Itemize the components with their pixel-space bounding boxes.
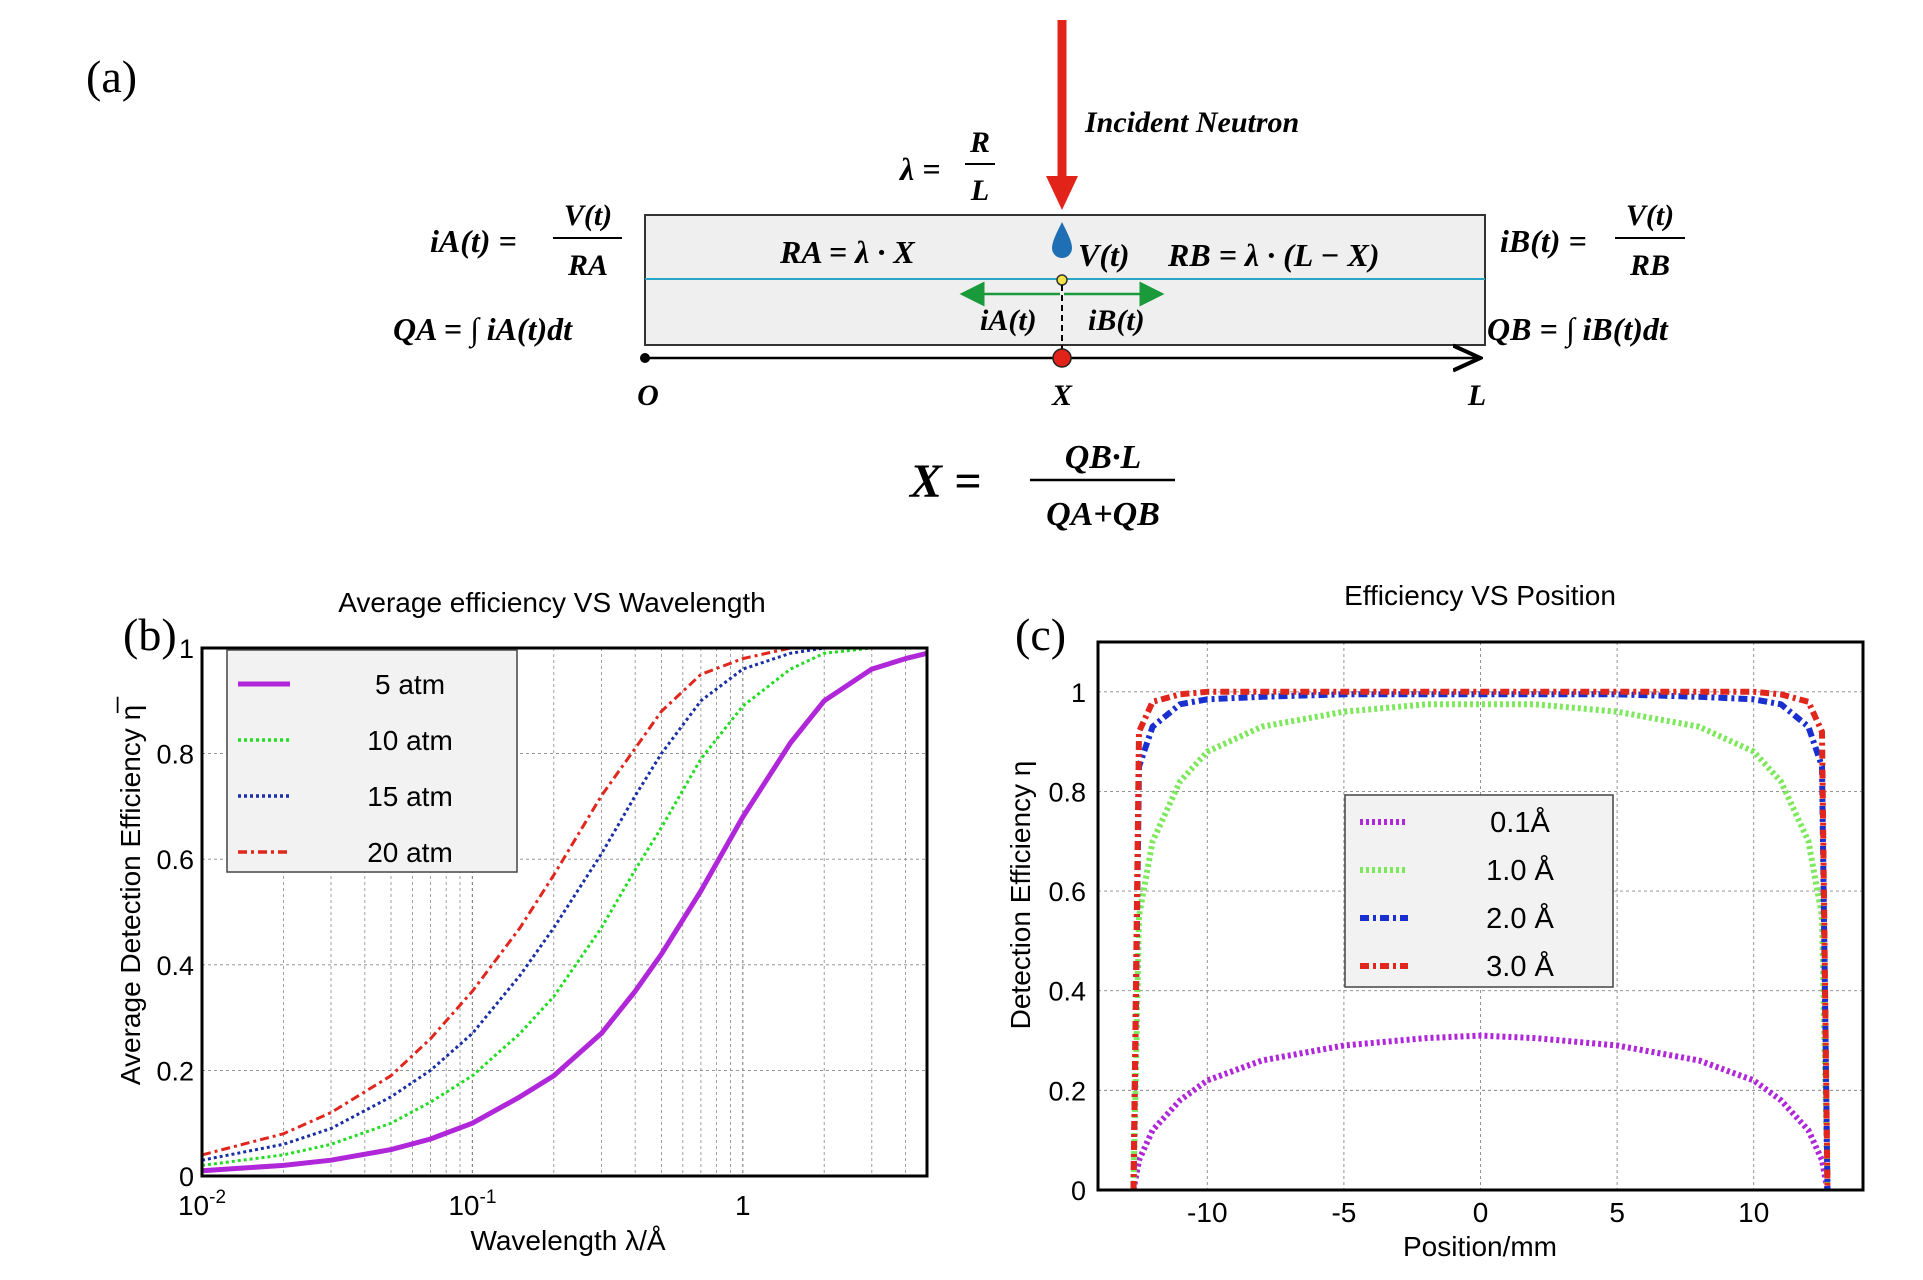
chart-c-legend-box — [1344, 794, 1614, 988]
chart-b-legend-box — [226, 649, 518, 873]
chart-c-y-tick-label: 0.2 — [1048, 1076, 1086, 1106]
lambda-numerator: R — [969, 126, 990, 159]
chart-b-y-tick-label: 0.2 — [156, 1056, 194, 1086]
lambda-denominator: L — [970, 174, 989, 207]
charge-drop-icon — [1052, 222, 1072, 258]
current-b-label: iB(t) — [1088, 304, 1145, 337]
chart-c-series — [1130, 688, 1831, 1191]
chart-c-y-tick-label: 0.8 — [1048, 777, 1086, 807]
position-marker — [1052, 348, 1072, 368]
chart-b-xlabel: Wavelength λ/Å — [470, 1225, 665, 1256]
panel-label-b: (b) — [123, 609, 177, 660]
panel-label-c: (c) — [1015, 609, 1066, 660]
chart-b-ylabel: Average Detection Efficiency η̅ — [115, 696, 146, 1085]
chart-c-xlabel: Position/mm — [1403, 1231, 1557, 1262]
chart-c-frame — [1096, 640, 1865, 1192]
chart-c-series-line — [1130, 688, 1831, 1191]
ia-lhs: iA(t) = — [430, 223, 517, 259]
x-numerator: QB·L — [1065, 439, 1142, 476]
chart-b-y-tick-label: 1 — [179, 634, 194, 664]
chart-b-frame — [200, 646, 929, 1178]
ib-denominator: RB — [1629, 249, 1670, 282]
chart-c-y-tick-label: 0 — [1071, 1176, 1086, 1206]
chart-c-series-line — [1130, 1032, 1831, 1191]
axis-label-l: L — [1467, 379, 1486, 412]
chart-c-x-tick-label: -10 — [1187, 1197, 1227, 1228]
chart-b-x-tick-label: 1 — [735, 1190, 751, 1221]
chart-b-legend-label: 10 atm — [367, 725, 453, 756]
chart-c-legend-label: 3.0 Å — [1486, 950, 1554, 983]
origin-dot — [640, 353, 650, 363]
panel-b: (b) Average efficiency VS Wavelength Wav… — [115, 587, 929, 1256]
chart-b-y-tick-label: 0.4 — [156, 951, 194, 981]
chart-b-x-tick-label: 10-2 — [178, 1187, 226, 1221]
x-lhs: X = — [908, 455, 981, 508]
chart-b-y-tick-label: 0.8 — [156, 740, 194, 770]
chart-b-legend: 5 atm 10 atm 15 atm 20 atm — [226, 649, 518, 873]
current-a-label: iA(t) — [980, 304, 1037, 337]
chart-c-x-tick-label: 0 — [1473, 1197, 1489, 1228]
chart-c-x-tick-label: 10 — [1738, 1197, 1769, 1228]
chart-c-legend: 0.1Å 1.0 Å 2.0 Å 3.0 Å — [1344, 794, 1614, 988]
chart-b-title: Average efficiency VS Wavelength — [338, 587, 766, 618]
panel-a: (a) Incident Neutron λ = R L V(t) RA = λ… — [86, 20, 1685, 533]
ib-numerator: V(t) — [1626, 199, 1674, 232]
chart-c-legend-label: 1.0 Å — [1486, 854, 1554, 887]
chart-c-legend-label: 2.0 Å — [1486, 902, 1554, 935]
chart-b-legend-label: 5 atm — [375, 669, 445, 700]
chart-c-x-tick-label: -5 — [1331, 1197, 1356, 1228]
chart-b-y-tick-label: 0 — [179, 1162, 194, 1192]
chart-c-y-tick-label: 1 — [1071, 678, 1086, 708]
chart-b-series-line — [201, 646, 927, 1157]
chart-b-legend-label: 20 atm — [367, 837, 453, 868]
chart-c-ylabel: Detection Efficiency η — [1005, 761, 1036, 1030]
x-denominator: QA+QB — [1046, 496, 1160, 533]
ib-lhs: iB(t) = — [1500, 223, 1587, 259]
neutron-arrow-head — [1046, 176, 1078, 210]
qb-equation: QB = ∫ iB(t)dt — [1487, 311, 1669, 349]
chart-b-series-line — [201, 650, 928, 1174]
incident-neutron-label: Incident Neutron — [1084, 106, 1299, 139]
event-point — [1056, 274, 1068, 286]
lambda-lhs: λ = — [898, 151, 940, 187]
ra-equation: RA = λ · X — [779, 234, 915, 270]
chart-c-ticks: -10 -5 0 5 10 0 0.2 0.4 0.6 0.8 1 — [1048, 678, 1769, 1228]
chart-b-y-tick-label: 0.6 — [156, 845, 194, 875]
ia-denominator: RA — [567, 249, 608, 282]
panel-label-a: (a) — [86, 51, 137, 102]
chart-c-x-tick-label: 5 — [1609, 1197, 1625, 1228]
qa-equation: QA = ∫ iA(t)dt — [393, 311, 573, 349]
panel-c: (c) Efficiency VS Position Position/mm D… — [1005, 580, 1865, 1262]
chart-b-x-tick-label: 10-1 — [448, 1187, 496, 1221]
ia-numerator: V(t) — [564, 199, 612, 232]
chart-c-y-tick-label: 0.4 — [1048, 977, 1086, 1007]
voltage-label: V(t) — [1078, 237, 1130, 273]
axis-label-x: X — [1051, 379, 1073, 412]
chart-c-title: Efficiency VS Position — [1344, 580, 1616, 611]
rb-equation: RB = λ · (L − X) — [1167, 237, 1380, 273]
chart-c-legend-label: 0.1Å — [1490, 806, 1550, 839]
chart-b-legend-label: 15 atm — [367, 781, 453, 812]
chart-b-ticks: 0 0.2 0.4 0.6 0.8 1 10-2 10-1 1 — [156, 634, 750, 1221]
chart-c-y-tick-label: 0.6 — [1048, 877, 1086, 907]
axis-label-o: O — [637, 379, 659, 412]
